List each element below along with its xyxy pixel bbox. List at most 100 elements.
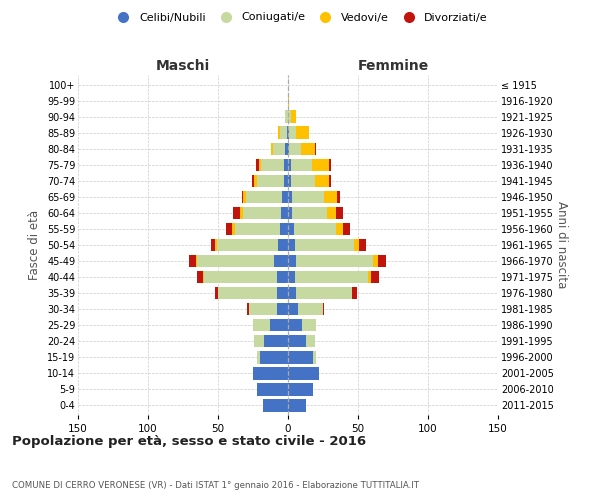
Bar: [329, 158, 331, 171]
Bar: [271, 142, 272, 155]
Bar: [288, 142, 289, 155]
Bar: [257, 383, 288, 396]
Bar: [301, 142, 314, 155]
Bar: [354, 238, 359, 252]
Bar: [292, 190, 325, 203]
Bar: [288, 255, 296, 268]
Bar: [312, 158, 329, 171]
Bar: [371, 271, 379, 283]
Bar: [243, 190, 246, 203]
Bar: [291, 174, 314, 187]
Bar: [217, 238, 278, 252]
Bar: [329, 174, 331, 187]
Bar: [203, 271, 204, 283]
Bar: [253, 319, 270, 332]
Text: COMUNE DI CERRO VERONESE (VR) - Dati ISTAT 1° gennaio 2016 - Elaborazione TUTTIT: COMUNE DI CERRO VERONESE (VR) - Dati IST…: [12, 481, 419, 490]
Bar: [359, 238, 367, 252]
Bar: [264, 335, 288, 347]
Bar: [247, 303, 249, 316]
Bar: [283, 190, 288, 203]
Bar: [284, 158, 288, 171]
Bar: [291, 158, 312, 171]
Bar: [288, 335, 306, 347]
Bar: [302, 319, 316, 332]
Bar: [335, 222, 343, 235]
Bar: [235, 222, 280, 235]
Bar: [327, 206, 335, 219]
Bar: [233, 206, 241, 219]
Bar: [284, 174, 288, 187]
Bar: [260, 351, 288, 364]
Bar: [287, 126, 288, 139]
Bar: [218, 287, 277, 300]
Bar: [241, 206, 243, 219]
Bar: [314, 174, 329, 187]
Bar: [289, 126, 296, 139]
Bar: [259, 158, 262, 171]
Bar: [278, 238, 288, 252]
Bar: [288, 222, 293, 235]
Bar: [246, 190, 283, 203]
Bar: [306, 335, 314, 347]
Bar: [257, 174, 284, 187]
Bar: [288, 110, 291, 123]
Bar: [288, 303, 298, 316]
Bar: [262, 158, 284, 171]
Bar: [256, 158, 259, 171]
Bar: [288, 399, 306, 411]
Bar: [277, 303, 288, 316]
Bar: [325, 190, 337, 203]
Bar: [254, 335, 264, 347]
Bar: [263, 399, 288, 411]
Bar: [278, 126, 280, 139]
Bar: [337, 190, 340, 203]
Bar: [285, 110, 288, 123]
Bar: [295, 238, 354, 252]
Bar: [277, 271, 288, 283]
Bar: [288, 190, 292, 203]
Bar: [288, 383, 313, 396]
Bar: [377, 255, 386, 268]
Bar: [323, 303, 325, 316]
Bar: [285, 142, 288, 155]
Bar: [288, 158, 291, 171]
Bar: [288, 319, 302, 332]
Y-axis label: Fasce di età: Fasce di età: [28, 210, 41, 280]
Bar: [274, 255, 288, 268]
Bar: [313, 351, 316, 364]
Bar: [257, 351, 260, 364]
Bar: [352, 287, 356, 300]
Bar: [343, 222, 350, 235]
Bar: [197, 255, 274, 268]
Bar: [335, 206, 343, 219]
Bar: [251, 174, 254, 187]
Bar: [368, 271, 371, 283]
Bar: [254, 174, 257, 187]
Bar: [253, 367, 288, 380]
Bar: [293, 222, 335, 235]
Bar: [270, 319, 288, 332]
Bar: [288, 206, 292, 219]
Bar: [298, 303, 323, 316]
Bar: [289, 142, 301, 155]
Bar: [295, 271, 368, 283]
Bar: [291, 110, 296, 123]
Bar: [296, 255, 373, 268]
Bar: [314, 142, 316, 155]
Text: Femmine: Femmine: [358, 60, 428, 74]
Bar: [204, 271, 277, 283]
Bar: [243, 206, 281, 219]
Bar: [281, 206, 288, 219]
Bar: [288, 271, 295, 283]
Bar: [215, 287, 218, 300]
Bar: [292, 206, 327, 219]
Bar: [211, 238, 215, 252]
Bar: [215, 238, 217, 252]
Bar: [288, 367, 319, 380]
Bar: [249, 303, 277, 316]
Legend: Celibi/Nubili, Coniugati/e, Vedovi/e, Divorziati/e: Celibi/Nubili, Coniugati/e, Vedovi/e, Di…: [108, 8, 492, 27]
Bar: [197, 271, 203, 283]
Bar: [296, 126, 309, 139]
Bar: [373, 255, 377, 268]
Text: Maschi: Maschi: [156, 60, 210, 74]
